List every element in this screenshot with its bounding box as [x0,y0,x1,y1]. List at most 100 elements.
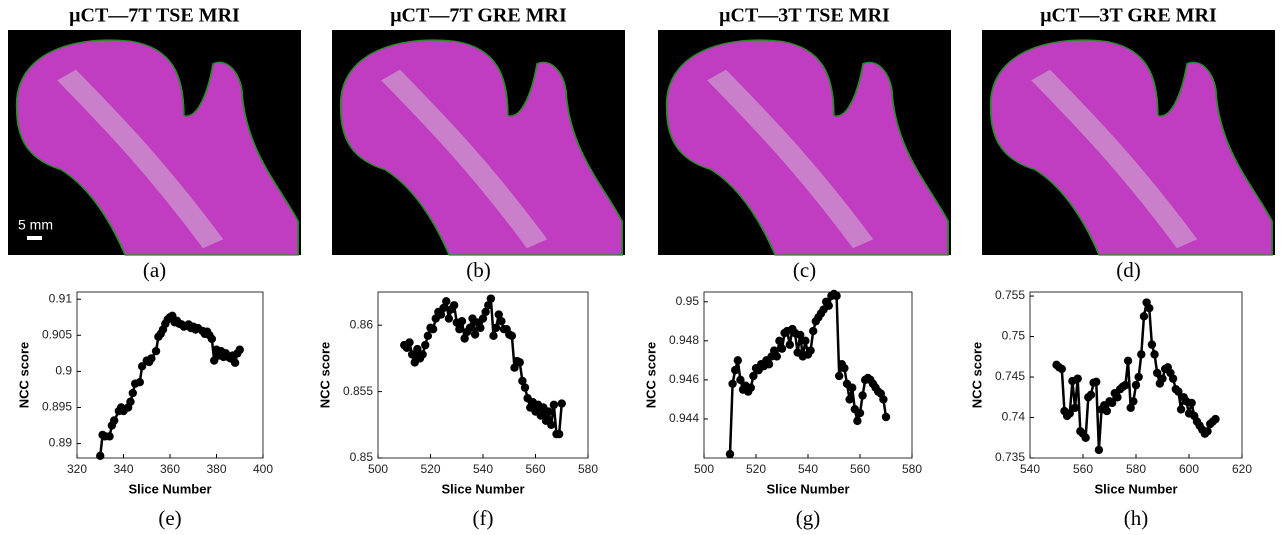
bone-overlay [15,39,299,256]
data-point [536,411,545,420]
data-point [439,303,448,313]
data-point [110,416,119,425]
data-point [455,324,464,334]
y-tick-label: 0.895 [42,400,72,414]
data-point [879,395,888,404]
data-point [1211,414,1220,424]
y-axis-label: NCC score [16,342,31,408]
data-point [444,314,454,323]
data-point [135,378,144,387]
data-point [749,371,758,381]
data-point [1153,368,1162,378]
data-point [481,307,490,317]
data-point [126,397,135,406]
data-point [486,294,496,303]
data-point [1131,380,1141,390]
data-point [494,310,503,319]
data-point [405,338,414,347]
data-point [848,383,857,392]
data-point [1134,372,1143,382]
data-point [746,383,755,392]
y-tick-label: 0.89 [49,436,73,450]
y-tick-label: 0.91 [49,291,73,305]
image-title: μCT—7T GRE MRI [390,5,567,27]
data-point [1057,364,1067,374]
data-point [835,371,844,381]
y-axis-label: NCC score [643,342,658,408]
panel-label: (c) [793,258,816,282]
x-tick-label: 580 [1126,462,1146,476]
panel-label: (g) [796,506,821,530]
data-point [806,346,815,355]
x-tick-label: 580 [902,462,922,476]
data-point [845,395,854,404]
data-point [442,297,451,306]
data-point [824,301,833,310]
data-point [809,326,818,336]
data-point [1139,312,1149,321]
data-point [105,432,114,441]
x-tick-label: 620 [1232,462,1252,476]
data-point [96,451,105,461]
data-point [881,412,891,422]
data-point [1113,393,1122,402]
data-point [1073,374,1082,383]
data-point [853,416,862,426]
scale-bar [27,236,42,240]
bone-overlay [989,39,1273,256]
data-point [436,310,446,319]
data-point [1081,433,1090,442]
panel-label: (a) [143,258,166,282]
data-point [772,352,781,361]
data-point [775,336,784,346]
data-point [855,408,865,418]
y-axis-label: NCC score [317,342,332,408]
data-point [476,323,485,333]
data-line [99,313,241,456]
x-tick-label: 540 [473,462,493,476]
data-point [449,301,459,310]
data-point [128,388,137,398]
x-tick-label: 340 [113,462,133,476]
panel-label: (e) [158,506,181,530]
data-point [465,323,475,333]
panel-label: (f) [473,506,494,530]
data-point [840,363,849,373]
data-point [421,340,430,350]
data-point [1187,398,1196,408]
data-point [731,365,740,375]
data-point [137,362,147,371]
bone-overlay [665,39,949,256]
data-point [489,331,498,341]
data-point [1102,406,1112,416]
data-point [423,331,433,341]
bone-overlay [339,39,623,256]
data-point [801,336,810,346]
data-point [507,331,517,341]
data-point [796,330,805,340]
data-point [1176,405,1186,414]
data-point [725,449,735,459]
data-point [407,350,417,359]
data-point [151,346,161,356]
panel-label: (d) [1116,258,1141,282]
x-tick-label: 540 [1020,462,1040,476]
data-point [736,375,745,385]
data-point [520,383,530,392]
bone-texture [707,69,874,249]
y-tick-label: 0.85 [350,450,374,464]
data-point [1174,387,1183,396]
data-point [1121,380,1130,390]
x-axis-label: Slice Number [766,481,849,496]
panel-label: (h) [1124,506,1149,530]
data-point [518,376,527,386]
y-axis-label: NCC score [969,342,984,408]
scale-bar-label: 5 mm [18,217,53,233]
data-point [557,399,566,408]
data-point [1203,427,1212,436]
data-point [547,420,556,429]
data-point [230,358,240,367]
data-point [764,360,774,369]
y-tick-label: 0.86 [350,317,374,331]
data-point [832,291,841,301]
